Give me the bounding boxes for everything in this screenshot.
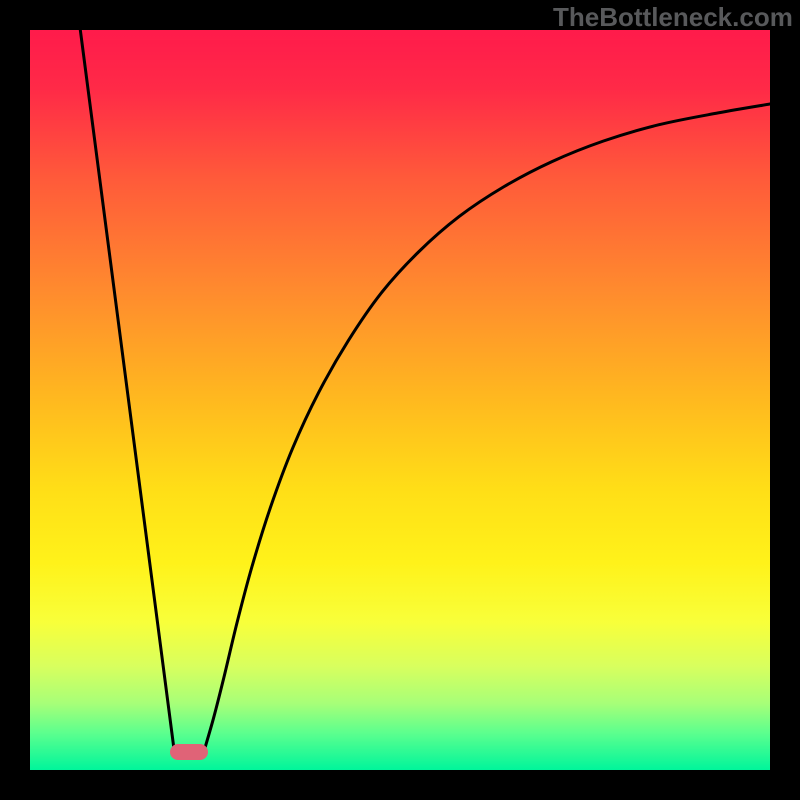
bottleneck-chart: TheBottleneck.com [0,0,800,800]
watermark-text: TheBottleneck.com [553,2,793,33]
gradient-background [30,30,770,770]
plot-area [30,30,770,770]
minimum-marker [170,744,208,760]
